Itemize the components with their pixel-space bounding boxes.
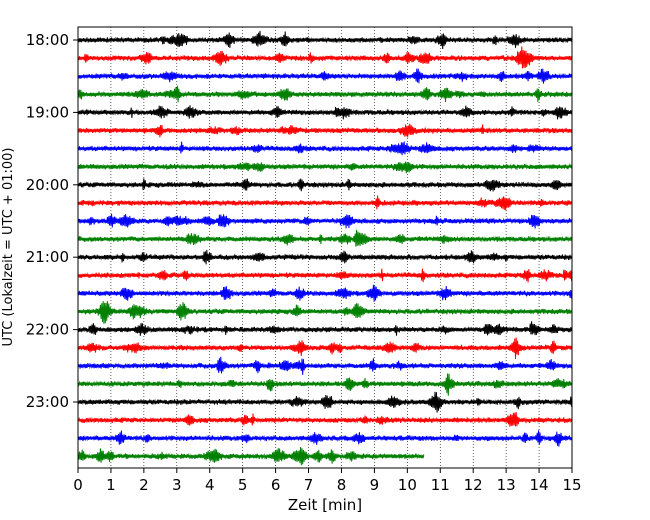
trace-line — [77, 356, 572, 375]
trace-line — [77, 46, 572, 69]
trace-line — [77, 105, 572, 120]
trace-line — [77, 412, 572, 427]
x-tick-label: 3 — [172, 476, 182, 494]
trace-line — [77, 446, 425, 466]
trace-line — [77, 284, 572, 302]
trace-line — [77, 161, 572, 174]
y-tick-label: 20:00 — [26, 176, 69, 194]
x-axis-label: Zeit [min] — [288, 496, 362, 514]
trace-line — [77, 123, 572, 138]
trace-line — [77, 178, 572, 192]
x-tick-label: 5 — [238, 476, 248, 494]
x-tick-label: 9 — [370, 476, 380, 494]
x-tick-label: 12 — [464, 476, 483, 494]
trace-line — [77, 337, 572, 359]
trace-line — [77, 85, 572, 103]
plot-frame — [77, 26, 573, 469]
x-tick-label: 2 — [139, 476, 149, 494]
x-tick-label: 11 — [431, 476, 450, 494]
x-tick-label: 14 — [530, 476, 549, 494]
x-tick-label: 7 — [304, 476, 314, 494]
x-tick-label: 15 — [562, 476, 581, 494]
trace-line — [77, 373, 572, 396]
trace-line — [77, 213, 572, 229]
trace-line — [77, 249, 572, 265]
trace-line — [77, 430, 572, 447]
x-axis: 0 1 2 3 4 5 6 7 8 9 10 11 12 13 14 15 — [73, 468, 582, 494]
y-tick-label: 23:00 — [26, 393, 69, 411]
trace-line — [77, 229, 572, 247]
trace-line — [77, 268, 572, 283]
trace-line — [77, 391, 572, 413]
trace-line — [77, 141, 572, 156]
x-tick-label: 0 — [73, 476, 83, 494]
trace-line — [77, 321, 572, 336]
x-tick-label: 8 — [337, 476, 347, 494]
trace-line — [77, 68, 572, 84]
x-tick-label: 10 — [398, 476, 417, 494]
x-tick-label: 6 — [271, 476, 281, 494]
x-tick-label: 1 — [106, 476, 116, 494]
y-tick-label: 21:00 — [26, 248, 69, 266]
trace-group — [77, 30, 572, 466]
y-tick-label: 18:00 — [26, 31, 69, 49]
x-tick-label: 13 — [497, 476, 516, 494]
y-tick-label: 22:00 — [26, 321, 69, 339]
y-axis: 18:00 19:00 20:00 21:00 22:00 23:00 — [26, 31, 78, 411]
x-tick-label: 4 — [205, 476, 215, 494]
y-tick-label: 19:00 — [26, 103, 69, 121]
y-axis-label: UTC (Lokalzeit = UTC + 01:00) — [1, 148, 16, 347]
trace-line — [77, 301, 572, 324]
trace-line — [77, 30, 572, 50]
trace-line — [77, 195, 572, 211]
